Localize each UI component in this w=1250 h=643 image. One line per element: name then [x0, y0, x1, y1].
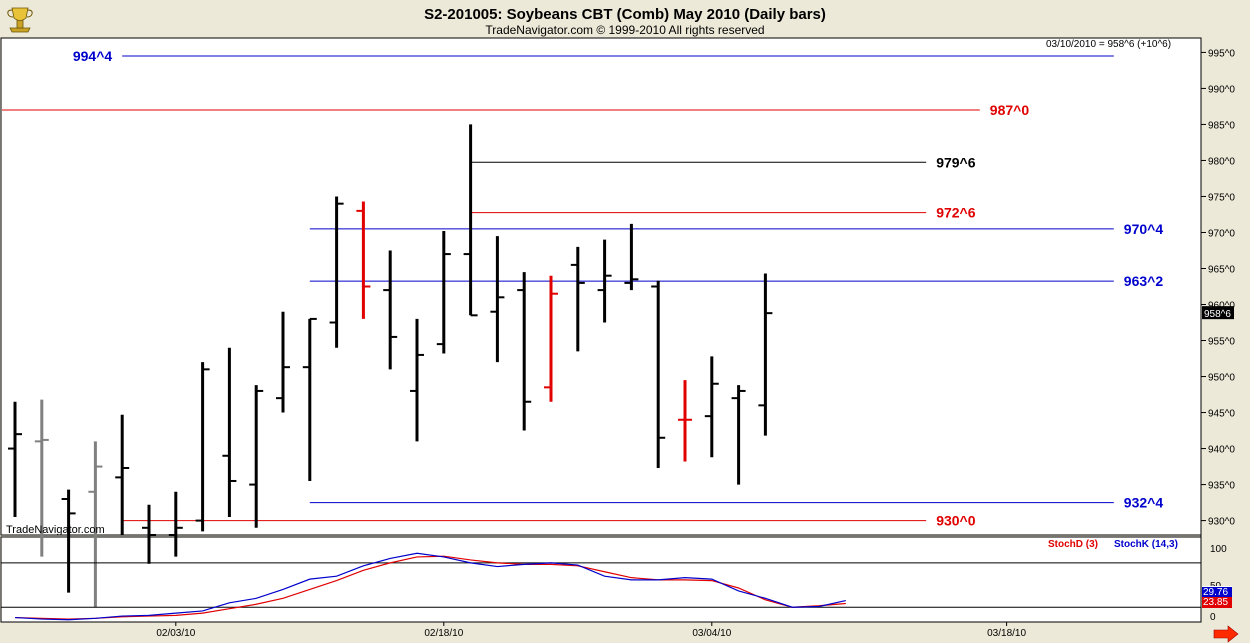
price-plot: 930^0 935^0 940^0 945^0 950^0 955^0 960^0 965^0…	[2, 48, 1235, 608]
chart-header: S2-201005: Soybeans CBT (Comb) May 2010 …	[4, 4, 826, 37]
ohlc-bar	[142, 504, 156, 564]
ohlc-bar	[517, 272, 532, 431]
price-tick-label: 965^0	[1208, 264, 1235, 275]
ohlc-bar	[704, 356, 719, 458]
date-tick-label: 03/04/10	[692, 628, 731, 639]
ohlc-bar	[8, 401, 22, 517]
legend-stochk: StochK (14,3)	[1114, 539, 1178, 550]
price-tick-label: 960^0	[1208, 301, 1235, 312]
price-tick-label: 995^0	[1208, 48, 1235, 59]
price-tick-label: 975^0	[1208, 192, 1235, 203]
price-level-label: 932^4	[1124, 495, 1164, 511]
ohlc-bar	[356, 201, 371, 319]
stochastic-line	[14, 552, 846, 621]
price-level-label: 972^6	[936, 205, 976, 221]
stochastic-plot: 501000StochD (3)StochK (14,3)23.8529.760…	[1, 539, 1232, 639]
quote-readout: 03/10/2010 = 958^6 (+10^6)	[1046, 39, 1171, 50]
ohlc-bar	[115, 414, 130, 535]
stochastic-line	[14, 555, 846, 620]
ohlc-bar	[758, 273, 773, 436]
ohlc-bar	[383, 250, 398, 370]
ohlc-bar	[410, 318, 424, 442]
price-level-label: 930^0	[936, 513, 976, 529]
ohlc-bar	[570, 246, 585, 352]
price-panel-background	[0, 37, 1202, 536]
price-level-label: 979^6	[936, 154, 976, 170]
stochastic-panel-background	[0, 536, 1202, 623]
stochastic-zero-label: 0	[1210, 612, 1216, 623]
price-tick-label: 980^0	[1208, 156, 1235, 167]
ohlc-bar	[463, 124, 478, 317]
ohlc-bar	[276, 311, 290, 413]
ohlc-bar	[61, 489, 76, 593]
ohlc-bar	[436, 231, 451, 354]
ohlc-bar	[624, 223, 639, 291]
ohlc-bar	[222, 347, 237, 517]
ohlc-bar	[302, 317, 317, 481]
price-axis-background	[1201, 38, 1249, 622]
price-tick-label: 955^0	[1208, 337, 1235, 348]
price-level-label: 987^0	[990, 102, 1030, 118]
ohlc-bar	[88, 441, 103, 608]
date-tick-label: 02/18/10	[424, 628, 463, 639]
chart-overlay: TradeNavigator.com 03/10/2010 = 958^6 (+…	[6, 39, 1239, 643]
ohlc-bar	[168, 491, 183, 557]
ohlc-bar	[329, 196, 344, 348]
stochastic-k-tag	[1202, 587, 1232, 597]
ohlc-bar	[490, 236, 505, 363]
ohlc-bar	[597, 239, 612, 323]
price-level-label: 970^4	[1124, 221, 1164, 237]
price-tick-label: 940^0	[1208, 445, 1235, 456]
date-tick-label: 03/18/10	[987, 628, 1026, 639]
price-tick-label: 990^0	[1208, 84, 1235, 95]
current-price-tag	[1202, 306, 1234, 320]
stochastic-k-value: 29.76	[1203, 587, 1228, 598]
current-price-label: 958^6	[1204, 309, 1231, 320]
chart-frame	[0, 37, 1249, 623]
chart-title: S2-201005: Soybeans CBT (Comb) May 2010 …	[424, 6, 826, 23]
ohlc-bar	[249, 385, 264, 528]
ohlc-bar	[195, 362, 210, 532]
price-tick-label: 935^0	[1208, 481, 1235, 492]
ohlc-bar	[544, 275, 558, 402]
trophy-logo-icon[interactable]	[4, 4, 36, 34]
stochastic-d-tag	[1202, 597, 1232, 608]
ohlc-bar	[34, 399, 49, 557]
stochastic-tick-label: 100	[1210, 544, 1227, 555]
price-level-label: 963^2	[1124, 273, 1164, 289]
price-level-label: 994^4	[73, 48, 113, 64]
price-tick-label: 945^0	[1208, 409, 1235, 420]
ohlc-bar	[678, 380, 692, 462]
chart-subtitle: TradeNavigator.com © 1999-2010 All right…	[485, 23, 764, 37]
price-tick-label: 950^0	[1208, 373, 1235, 384]
price-tick-label: 970^0	[1208, 228, 1235, 239]
price-tick-label: 985^0	[1208, 120, 1235, 131]
stochastic-d-value: 23.85	[1203, 597, 1228, 608]
price-tick-label: 930^0	[1208, 517, 1235, 528]
date-tick-label: 02/03/10	[156, 628, 195, 639]
right-arrow-icon[interactable]	[1213, 625, 1239, 643]
watermark: TradeNavigator.com	[6, 524, 105, 536]
ohlc-bar	[731, 385, 746, 485]
ohlc-bar	[651, 280, 666, 469]
legend-stochd: StochD (3)	[1048, 539, 1098, 550]
